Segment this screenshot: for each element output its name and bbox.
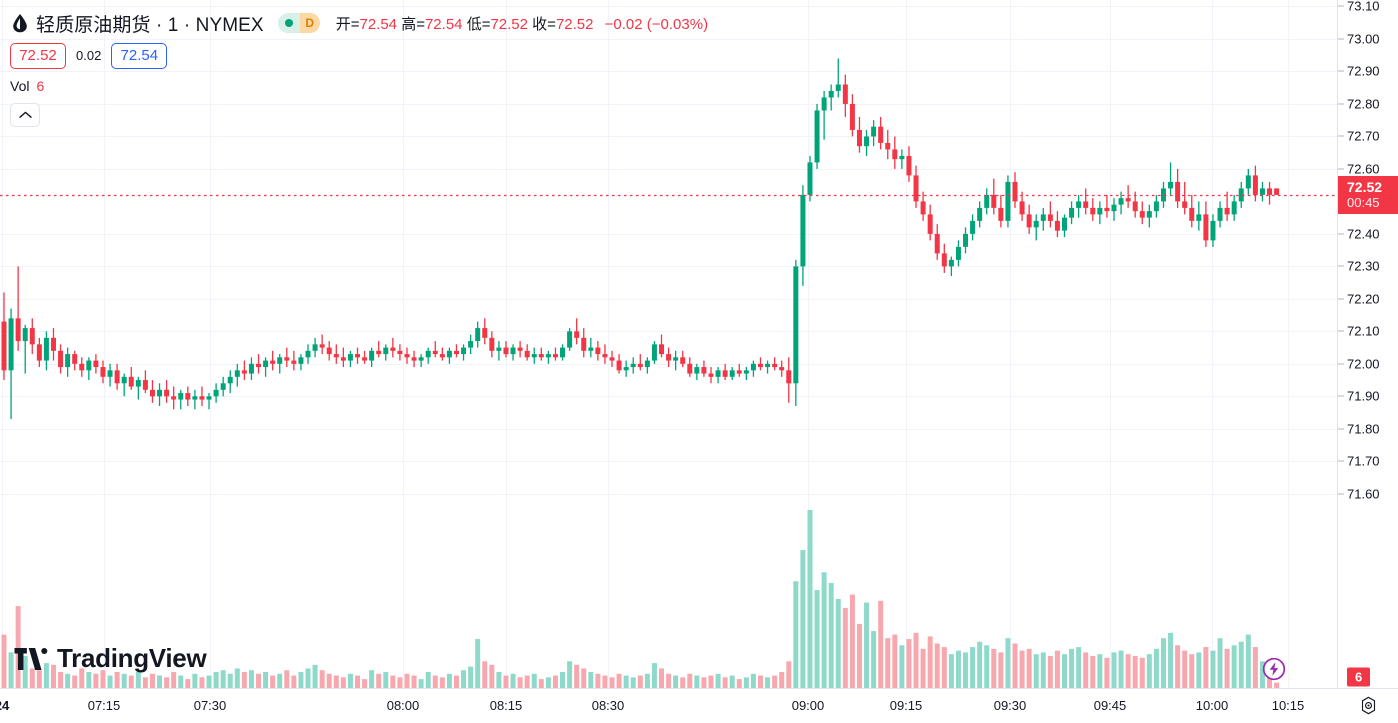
time-tick-label: 08:30: [591, 698, 625, 713]
volume-label: Vol: [10, 78, 30, 94]
price-tick-label: 72.70: [1347, 128, 1380, 144]
close-label: 收=: [532, 15, 556, 33]
time-tick-label: 09:30: [993, 698, 1027, 713]
price-tick-label: 73.10: [1347, 0, 1380, 14]
price-tick-label: 73.00: [1347, 31, 1380, 47]
session-badge[interactable]: D: [277, 13, 320, 33]
spread-value: 0.02: [76, 48, 102, 63]
price-tick-dash: [1338, 428, 1344, 430]
oil-drop-icon: [13, 14, 27, 33]
change-value: −0.02 (−0.03%): [604, 15, 709, 33]
time-tick-label: 07:30: [193, 698, 227, 713]
open-label: 开=: [335, 15, 360, 33]
time-tick-label: 08:15: [489, 698, 523, 713]
badge-d-label: D: [299, 13, 320, 33]
price-tick-label: 72.00: [1347, 356, 1380, 372]
price-tick-dash: [1338, 395, 1344, 397]
low-value: 72.52: [490, 15, 528, 33]
price-tick-dash: [1338, 298, 1344, 300]
price-tick-dash: [1338, 168, 1344, 170]
legend-volume-row: Vol 6: [10, 78, 708, 96]
volume-value-tag[interactable]: 6: [1347, 667, 1371, 687]
price-tick-label: 72.20: [1347, 291, 1380, 307]
current-price-tag[interactable]: 72.52 00:45: [1338, 175, 1398, 214]
collapse-pane-button[interactable]: [10, 103, 40, 127]
price-tick-label: 71.90: [1347, 388, 1380, 404]
volume-bars: [1, 510, 1280, 688]
time-tick-label: 08:00: [386, 698, 420, 713]
price-tick-dash: [1338, 460, 1344, 462]
price-tick-label: 72.80: [1347, 96, 1380, 112]
axis-settings-button[interactable]: [1351, 688, 1386, 723]
price-tick-label: 72.10: [1347, 323, 1380, 339]
time-tick-label: 09:45: [1093, 698, 1127, 713]
current-price-value: 72.52: [1347, 178, 1383, 195]
price-axis[interactable]: 73.10 73.00 72.90 72.80 72.70 72.60 72.40 72.30…: [1337, 0, 1398, 688]
price-tick-dash: [1338, 233, 1344, 235]
session-open-dot-icon: [277, 13, 300, 33]
time-tick-label: 09:00: [791, 698, 825, 713]
time-tick-label: 24: [0, 698, 10, 713]
open-value: 72.54: [359, 15, 398, 33]
high-value: 72.54: [424, 15, 463, 33]
close-value: 72.52: [555, 15, 594, 33]
price-tick-dash: [1338, 38, 1344, 40]
price-tick-label: 71.60: [1347, 486, 1380, 502]
candlestick-series: [1, 58, 1280, 420]
price-tick-label: 72.90: [1347, 63, 1380, 79]
chevron-up-icon: [18, 111, 32, 118]
chart-canvas[interactable]: [0, 0, 1337, 688]
price-tick-dash: [1338, 103, 1344, 105]
lightning-bolt-icon: [1262, 657, 1286, 681]
price-tick-dash: [1338, 135, 1344, 137]
chart-plot-area[interactable]: [0, 0, 1337, 688]
time-tick-label: 09:15: [889, 698, 923, 713]
time-tick-label: 10:00: [1195, 698, 1229, 713]
bar-countdown: 00:45: [1347, 194, 1380, 210]
price-tick-label: 71.70: [1347, 453, 1380, 469]
high-label: 高=: [401, 15, 425, 33]
time-tick-label: 07:15: [87, 698, 121, 713]
low-label: 低=: [466, 15, 491, 33]
symbol-title[interactable]: 轻质原油期货 · 1 · NYMEX: [36, 14, 264, 36]
price-tick-label: 71.80: [1347, 421, 1380, 437]
price-tick-dash: [1338, 363, 1344, 365]
price-tick-label: 72.40: [1347, 226, 1380, 242]
price-tick-dash: [1338, 5, 1344, 7]
legend-price-row: 72.52 0.02 72.54: [10, 42, 708, 69]
bid-price-box[interactable]: 72.52: [10, 42, 66, 69]
time-tick-label: 10:15: [1271, 698, 1305, 713]
chart-legend: 轻质原油期货 · 1 · NYMEX D 开=72.54 高=72.54 低=7…: [10, 8, 708, 127]
price-tick-label: 72.30: [1347, 258, 1380, 274]
ask-price-box[interactable]: 72.54: [111, 42, 168, 69]
lightning-bolt-button[interactable]: [1262, 657, 1286, 681]
volume-value: 6: [36, 78, 45, 94]
time-axis[interactable]: 24 07:15 07:30 08:00 08:15 08:30 09:00 09:15 09:…: [0, 688, 1398, 723]
ohlc-readout: 开=72.54 高=72.54 低=72.52 收=72.52 −0.02 (−…: [336, 13, 708, 34]
legend-symbol-row: 轻质原油期货 · 1 · NYMEX D 开=72.54 高=72.54 低=7…: [10, 8, 708, 38]
price-tick-dash: [1338, 330, 1344, 332]
price-tick-label: 72.60: [1347, 161, 1380, 177]
price-tick-dash: [1338, 70, 1344, 72]
price-tick-dash: [1338, 493, 1344, 495]
price-tick-dash: [1338, 265, 1344, 267]
gear-icon: [1361, 696, 1376, 715]
